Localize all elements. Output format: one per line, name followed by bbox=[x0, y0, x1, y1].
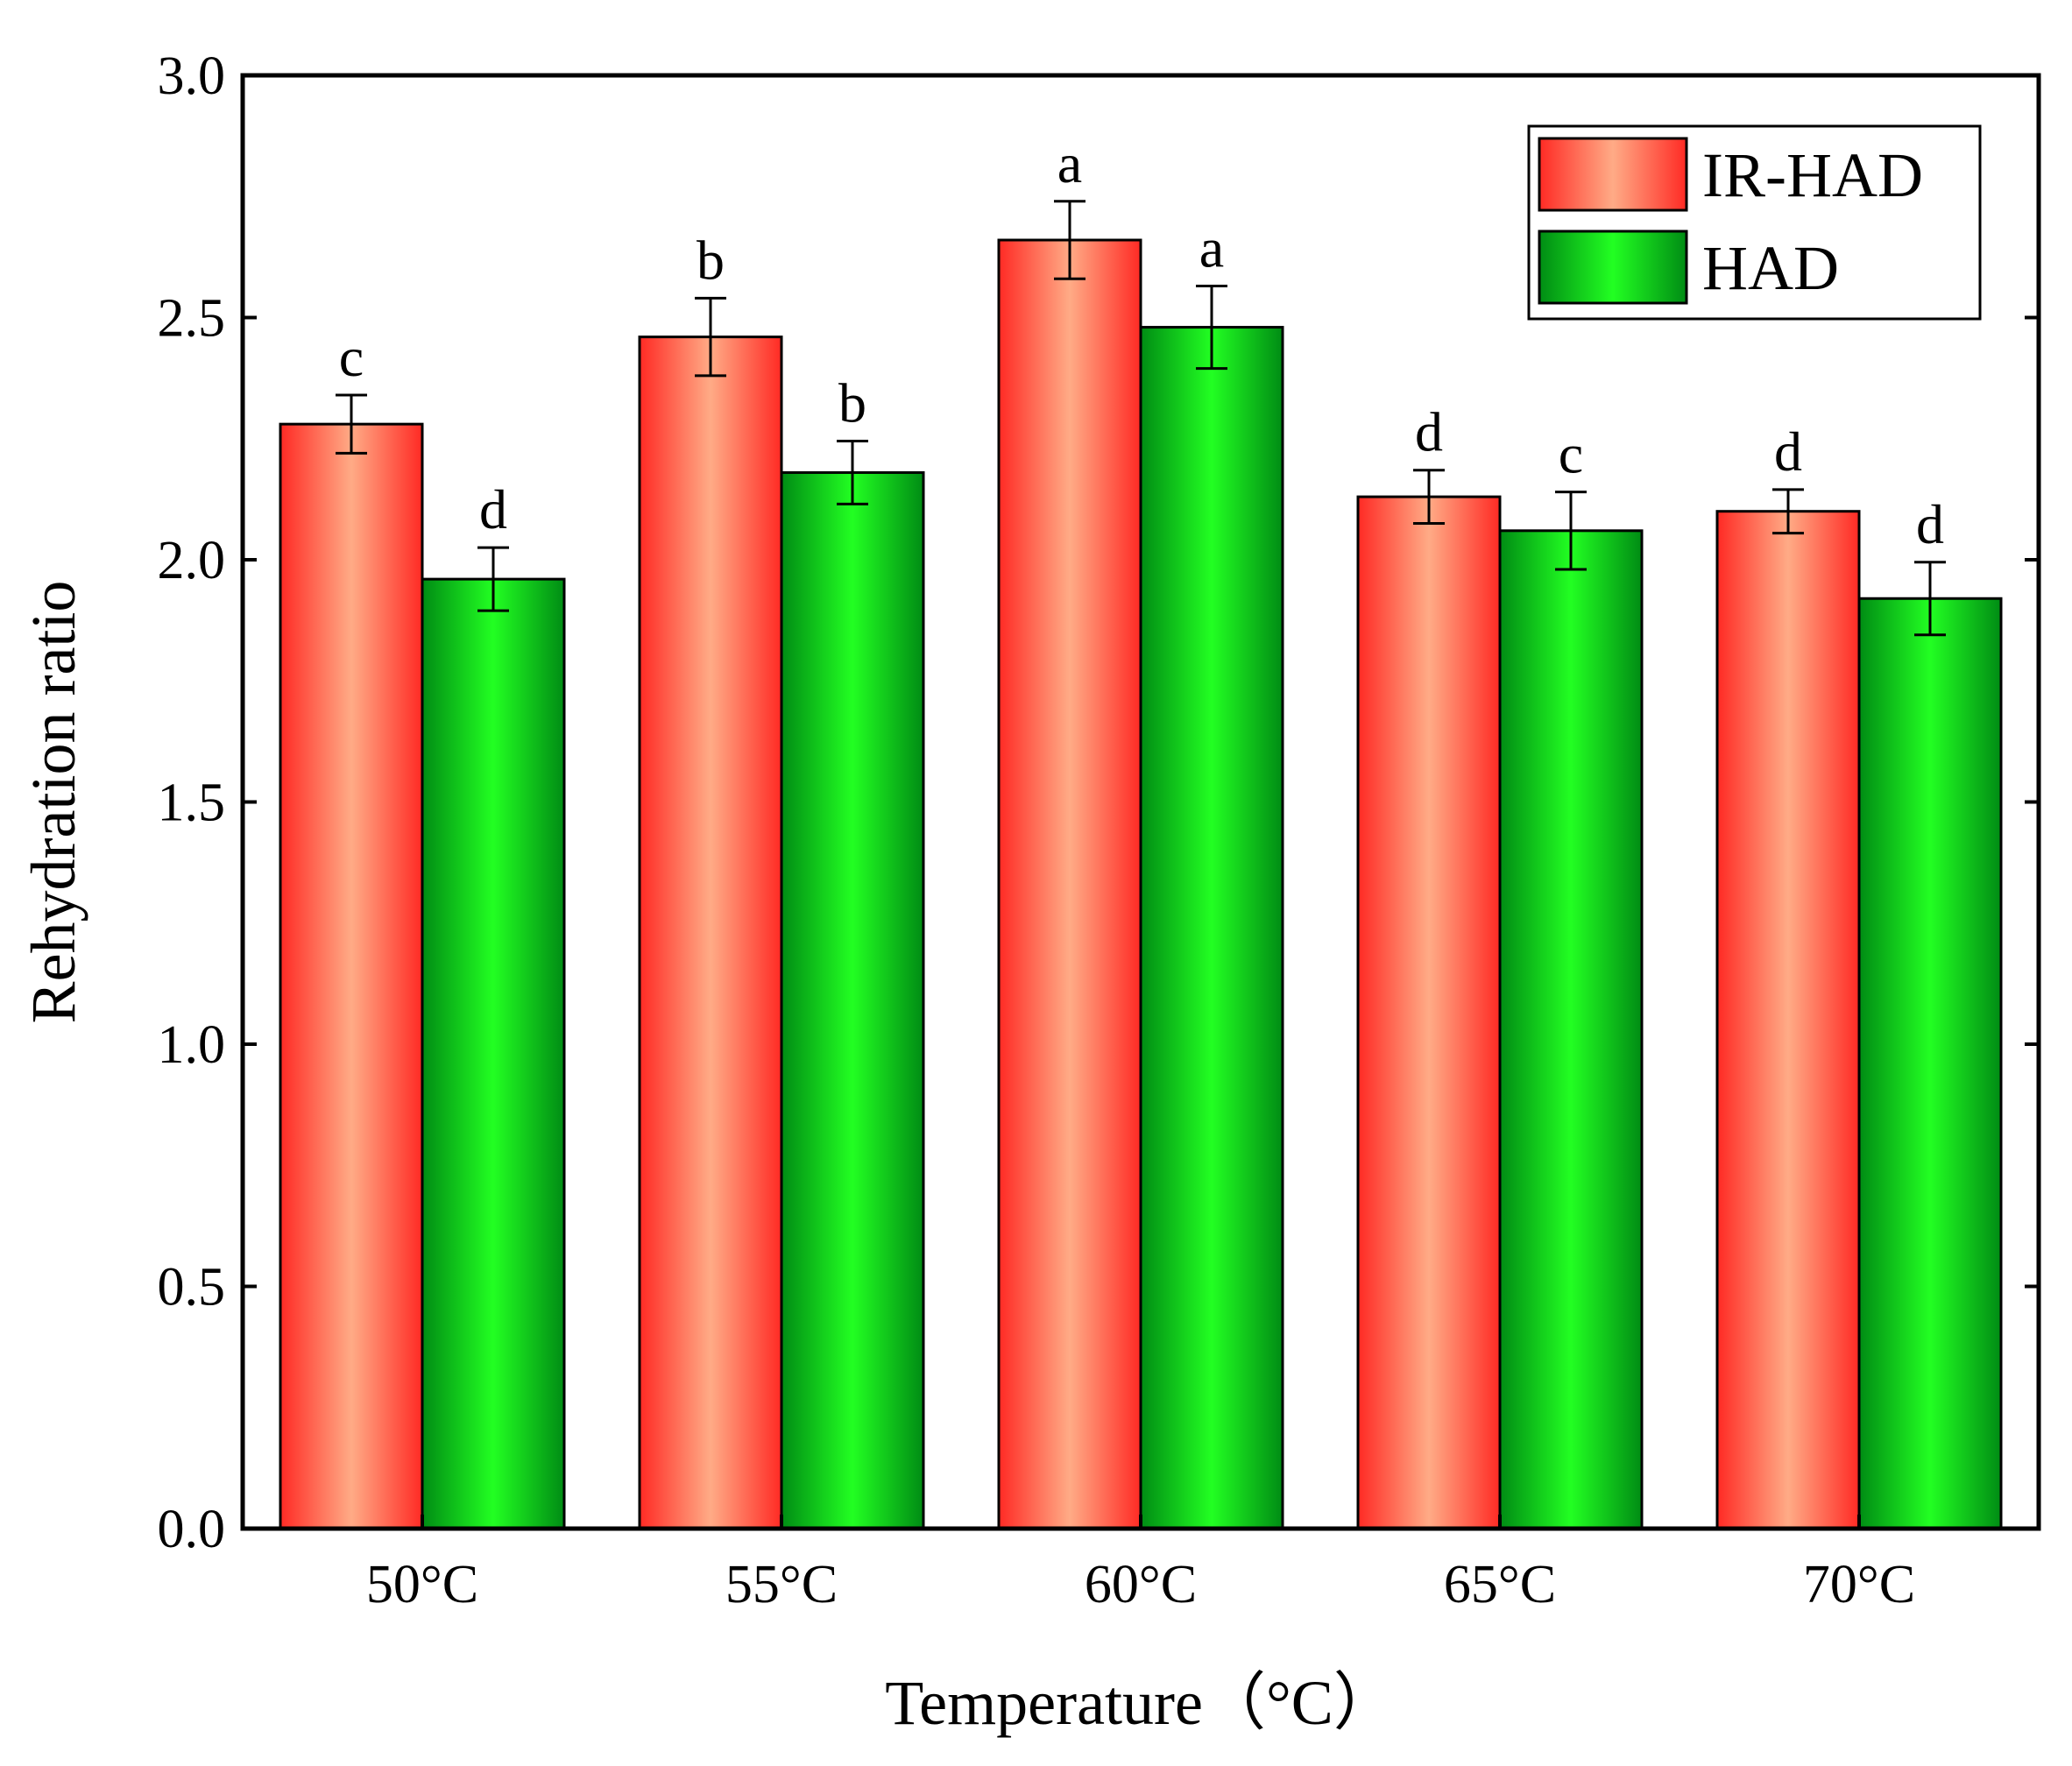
significance-label: b bbox=[838, 372, 866, 434]
error-bars-layer bbox=[336, 200, 1946, 637]
y-tick-label: 0.0 bbox=[158, 1500, 226, 1559]
bar-had-2 bbox=[1139, 326, 1284, 1530]
bar-ir-had-4 bbox=[1715, 510, 1861, 1530]
error-bar bbox=[477, 546, 509, 612]
bar-ir-had-2 bbox=[997, 238, 1142, 1530]
significance-label: c bbox=[1559, 423, 1583, 485]
error-bar bbox=[336, 393, 367, 455]
significance-label: d bbox=[1916, 493, 1944, 555]
x-axis: 50°C 55°C 60°C 65°C 70°C bbox=[366, 1515, 1915, 1614]
legend-label: IR-HAD bbox=[1702, 140, 1923, 210]
x-tick-label: 70°C bbox=[1803, 1555, 1915, 1614]
bar-had-1 bbox=[780, 470, 925, 1530]
error-bar bbox=[1914, 561, 1946, 637]
error-bar bbox=[1054, 200, 1086, 280]
y-tick-label: 1.5 bbox=[158, 774, 226, 833]
legend: IR-HAD HAD bbox=[1527, 124, 1982, 321]
y-tick-label: 0.5 bbox=[158, 1258, 226, 1317]
legend-label: HAD bbox=[1702, 233, 1839, 303]
x-tick-label: 65°C bbox=[1444, 1555, 1556, 1614]
significance-label: d bbox=[479, 478, 507, 540]
significance-label: d bbox=[1774, 420, 1802, 483]
y-tick-label: 2.0 bbox=[158, 531, 226, 590]
significance-label: a bbox=[1199, 217, 1224, 279]
error-bar bbox=[837, 440, 868, 505]
x-tick-label: 55°C bbox=[725, 1555, 838, 1614]
bar-had-3 bbox=[1498, 529, 1644, 1530]
y-tick-label: 3.0 bbox=[158, 46, 226, 106]
bar-had-4 bbox=[1857, 597, 2003, 1530]
y-tick-label: 1.0 bbox=[158, 1015, 226, 1075]
error-bar bbox=[1196, 285, 1227, 371]
significance-label: a bbox=[1057, 132, 1082, 194]
bar-ir-had-1 bbox=[638, 336, 783, 1530]
legend-swatch-ir-had bbox=[1538, 137, 1688, 212]
error-bar bbox=[1413, 469, 1445, 526]
y-tick-label: 2.5 bbox=[158, 289, 226, 349]
x-tick-label: 50°C bbox=[366, 1555, 478, 1614]
bar-had-0 bbox=[421, 577, 566, 1530]
error-bar bbox=[695, 296, 726, 378]
significance-label: c bbox=[339, 326, 364, 388]
legend-swatch-had bbox=[1538, 230, 1688, 305]
bar-ir-had-0 bbox=[279, 422, 424, 1530]
significance-label: d bbox=[1415, 401, 1443, 463]
x-tick-label: 60°C bbox=[1085, 1555, 1197, 1614]
error-bar bbox=[1555, 491, 1587, 571]
bar-ir-had-3 bbox=[1356, 495, 1502, 1530]
x-axis-title: Temperature（°C） bbox=[885, 1668, 1397, 1738]
significance-labels-layer: c d b b a a d c d d bbox=[339, 132, 1944, 555]
error-bar bbox=[1772, 488, 1804, 535]
y-axis-title: Rehydration ratio bbox=[18, 581, 88, 1024]
bars-layer bbox=[279, 238, 2003, 1530]
significance-label: b bbox=[697, 229, 725, 291]
y-axis: 0.0 0.5 1.0 1.5 2.0 2.5 3.0 bbox=[158, 46, 2039, 1559]
